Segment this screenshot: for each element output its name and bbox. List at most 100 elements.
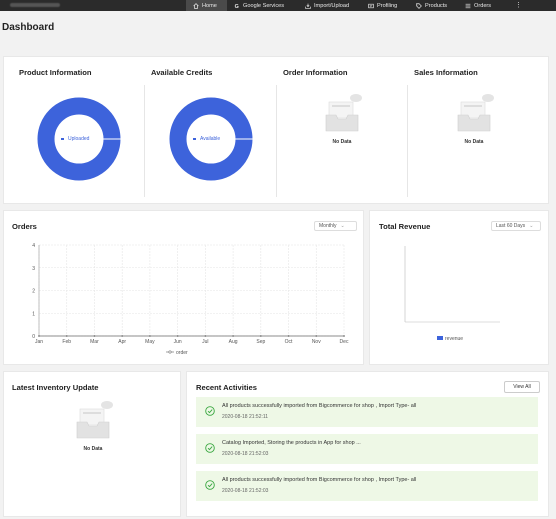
section-divider <box>144 85 145 197</box>
data-point <box>93 335 96 337</box>
credits-legend: Available <box>192 136 222 142</box>
section-divider <box>276 85 277 197</box>
list-icon <box>465 3 471 8</box>
x-tick-label: Feb <box>62 339 71 345</box>
legend-marker <box>168 350 172 354</box>
recent-activities-title: Recent Activities <box>196 383 257 392</box>
profiling-icon <box>368 3 374 8</box>
no-data-label: No Data <box>332 139 352 145</box>
x-tick-label: Jul <box>202 339 208 345</box>
activity-item[interactable]: Catalog Imported, Storing the products i… <box>196 434 538 464</box>
chevron-down-icon: ⌄ <box>340 223 345 229</box>
activity-timestamp: 2020-08-18 21:52:03 <box>222 488 269 494</box>
data-point <box>121 335 124 337</box>
chart-grid <box>38 244 345 337</box>
available-credits-title: Available Credits <box>151 68 213 77</box>
orders-title: Orders <box>12 222 37 231</box>
nav-item-profiling[interactable]: Profiling <box>368 0 397 11</box>
nav-item-label: Home <box>202 2 217 9</box>
inventory-no-data: No Data <box>71 400 115 452</box>
nav-item-label: Products <box>425 2 448 9</box>
data-point <box>232 335 234 337</box>
chart-legend[interactable]: order <box>166 350 188 356</box>
y-tick-label: 2 <box>32 289 35 295</box>
order-series[interactable] <box>38 335 345 337</box>
x-tick-label: Jan <box>35 339 43 345</box>
nav-item-home[interactable]: Home <box>186 0 227 11</box>
nav-item-label: Import/Upload <box>314 2 350 9</box>
top-navigation-bar: Home G Google Services Import/Upload Pro… <box>0 0 556 11</box>
app-logo[interactable] <box>10 3 60 7</box>
orders-card: Orders Monthly ⌄ 0 1 2 3 4 Jan Feb Mar Apr May Ju… <box>3 210 364 365</box>
x-tick-label: Jun <box>174 339 182 345</box>
empty-inbox-icon <box>76 401 113 439</box>
revenue-card: Total Revenue Last 60 Days ⌄ revenue <box>369 210 549 365</box>
no-data-label: No Data <box>83 446 103 452</box>
data-point <box>176 335 179 337</box>
nav-item-products[interactable]: Products <box>416 0 447 11</box>
data-point <box>343 335 345 337</box>
total-revenue-title: Total Revenue <box>379 222 431 231</box>
sales-no-data: No Data <box>452 93 496 145</box>
x-tick-label: Nov <box>312 339 321 345</box>
google-icon: G <box>235 4 239 9</box>
orders-period-select[interactable]: Monthly ⌄ <box>314 221 357 231</box>
data-point <box>149 335 151 337</box>
view-all-button[interactable]: View All <box>504 381 540 393</box>
tag-icon <box>416 2 422 9</box>
svg-text:G: G <box>235 4 239 9</box>
inventory-card: Latest Inventory Update No Data <box>3 371 181 517</box>
legend-label: revenue <box>445 336 463 342</box>
check-circle-icon <box>205 406 215 416</box>
order-no-data: No Data <box>320 93 364 145</box>
y-axis-ticks: 0 1 2 3 4 <box>32 243 35 340</box>
product-information-title: Product Information <box>19 68 92 77</box>
section-divider <box>407 85 408 197</box>
activity-item[interactable]: All products successfully imported from … <box>196 471 538 501</box>
more-menu-icon[interactable]: ⋮ <box>515 2 522 9</box>
nav-item-label: Profiling <box>377 2 398 9</box>
legend-swatch <box>192 137 197 141</box>
import-icon <box>305 3 311 9</box>
activity-item[interactable]: All products successfully imported from … <box>196 397 538 427</box>
empty-inbox-icon <box>457 94 494 132</box>
x-tick-label: Oct <box>285 339 293 345</box>
nav-item-import-upload[interactable]: Import/Upload <box>305 0 349 11</box>
legend-label: order <box>176 350 188 356</box>
y-tick-label: 0 <box>32 334 35 340</box>
data-point <box>38 335 40 337</box>
x-tick-label: Mar <box>90 339 99 345</box>
select-value: Last 60 Days <box>496 223 526 229</box>
x-tick-label: Dec <box>340 339 349 345</box>
activity-timestamp: 2020-08-18 21:52:03 <box>222 451 269 457</box>
nav-item-orders[interactable]: Orders <box>465 0 491 11</box>
legend-label: Available <box>199 136 222 142</box>
chart-axes <box>404 246 500 323</box>
legend-label: Uploaded <box>67 136 91 142</box>
check-circle-icon <box>205 480 215 490</box>
select-value: Monthly <box>319 223 337 229</box>
product-donut-chart[interactable] <box>35 95 123 183</box>
chart-legend[interactable]: revenue <box>437 336 463 342</box>
nav-item-label: Orders <box>474 2 492 9</box>
credits-donut-chart[interactable] <box>167 95 255 183</box>
data-point <box>259 335 262 337</box>
legend-swatch <box>60 137 65 141</box>
revenue-bar-chart[interactable]: revenue <box>370 211 550 366</box>
home-icon <box>193 2 199 9</box>
data-point <box>204 335 207 337</box>
orders-line-chart[interactable]: 0 1 2 3 4 Jan Feb Mar Apr May Jun Jul Aug Sep Oct Nov D… <box>4 211 365 366</box>
data-point <box>65 335 68 337</box>
chevron-down-icon: ⌄ <box>529 223 534 229</box>
nav-item-google-services[interactable]: G Google Services <box>234 0 284 11</box>
data-point <box>287 335 290 337</box>
nav-item-label: Google Services <box>243 2 285 9</box>
product-legend: Uploaded <box>60 136 91 142</box>
no-data-label: No Data <box>464 139 484 145</box>
x-tick-label: May <box>145 339 155 345</box>
revenue-period-select[interactable]: Last 60 Days ⌄ <box>491 221 541 231</box>
latest-inventory-update-title: Latest Inventory Update <box>12 383 99 392</box>
x-axis-ticks: Jan Feb Mar Apr May Jun Jul Aug Sep Oct Nov Dec <box>35 339 349 345</box>
activity-message: All products successfully imported from … <box>222 403 417 409</box>
sales-information-title: Sales Information <box>414 68 478 77</box>
